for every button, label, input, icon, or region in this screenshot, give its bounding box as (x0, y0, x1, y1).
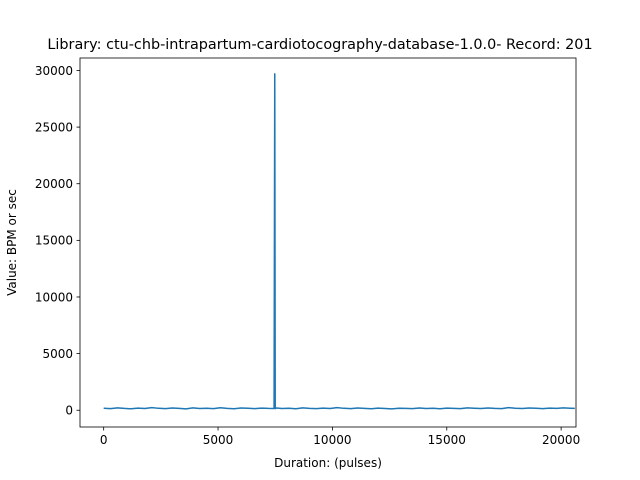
y-tick-label: 25000 (35, 120, 73, 134)
y-tick-label: 15000 (35, 234, 73, 248)
chart-title: Library: ctu-chb-intrapartum-cardiotocog… (47, 37, 592, 53)
y-tick-label: 5000 (42, 347, 73, 361)
y-axis-label: Value: BPM or sec (5, 189, 19, 296)
plot-frame (79, 57, 577, 428)
x-axis-label: Duration: (pulses) (274, 456, 382, 470)
y-tick-label: 30000 (35, 64, 73, 78)
x-tick-label: 20000 (542, 433, 580, 447)
x-tick-label: 0 (100, 433, 108, 447)
x-tick-label: 15000 (428, 433, 466, 447)
x-axis-ticks: 0 5000 10000 15000 20000 (100, 427, 580, 447)
y-tick-label: 10000 (35, 290, 73, 304)
y-tick-label: 0 (65, 404, 73, 418)
y-axis-ticks: 0 5000 10000 15000 20000 25000 30000 (35, 64, 80, 418)
series-line-0 (103, 73, 575, 410)
series-layer (103, 73, 575, 410)
x-tick-label: 10000 (313, 433, 351, 447)
y-tick-label: 20000 (35, 177, 73, 191)
x-tick-label: 5000 (203, 433, 234, 447)
